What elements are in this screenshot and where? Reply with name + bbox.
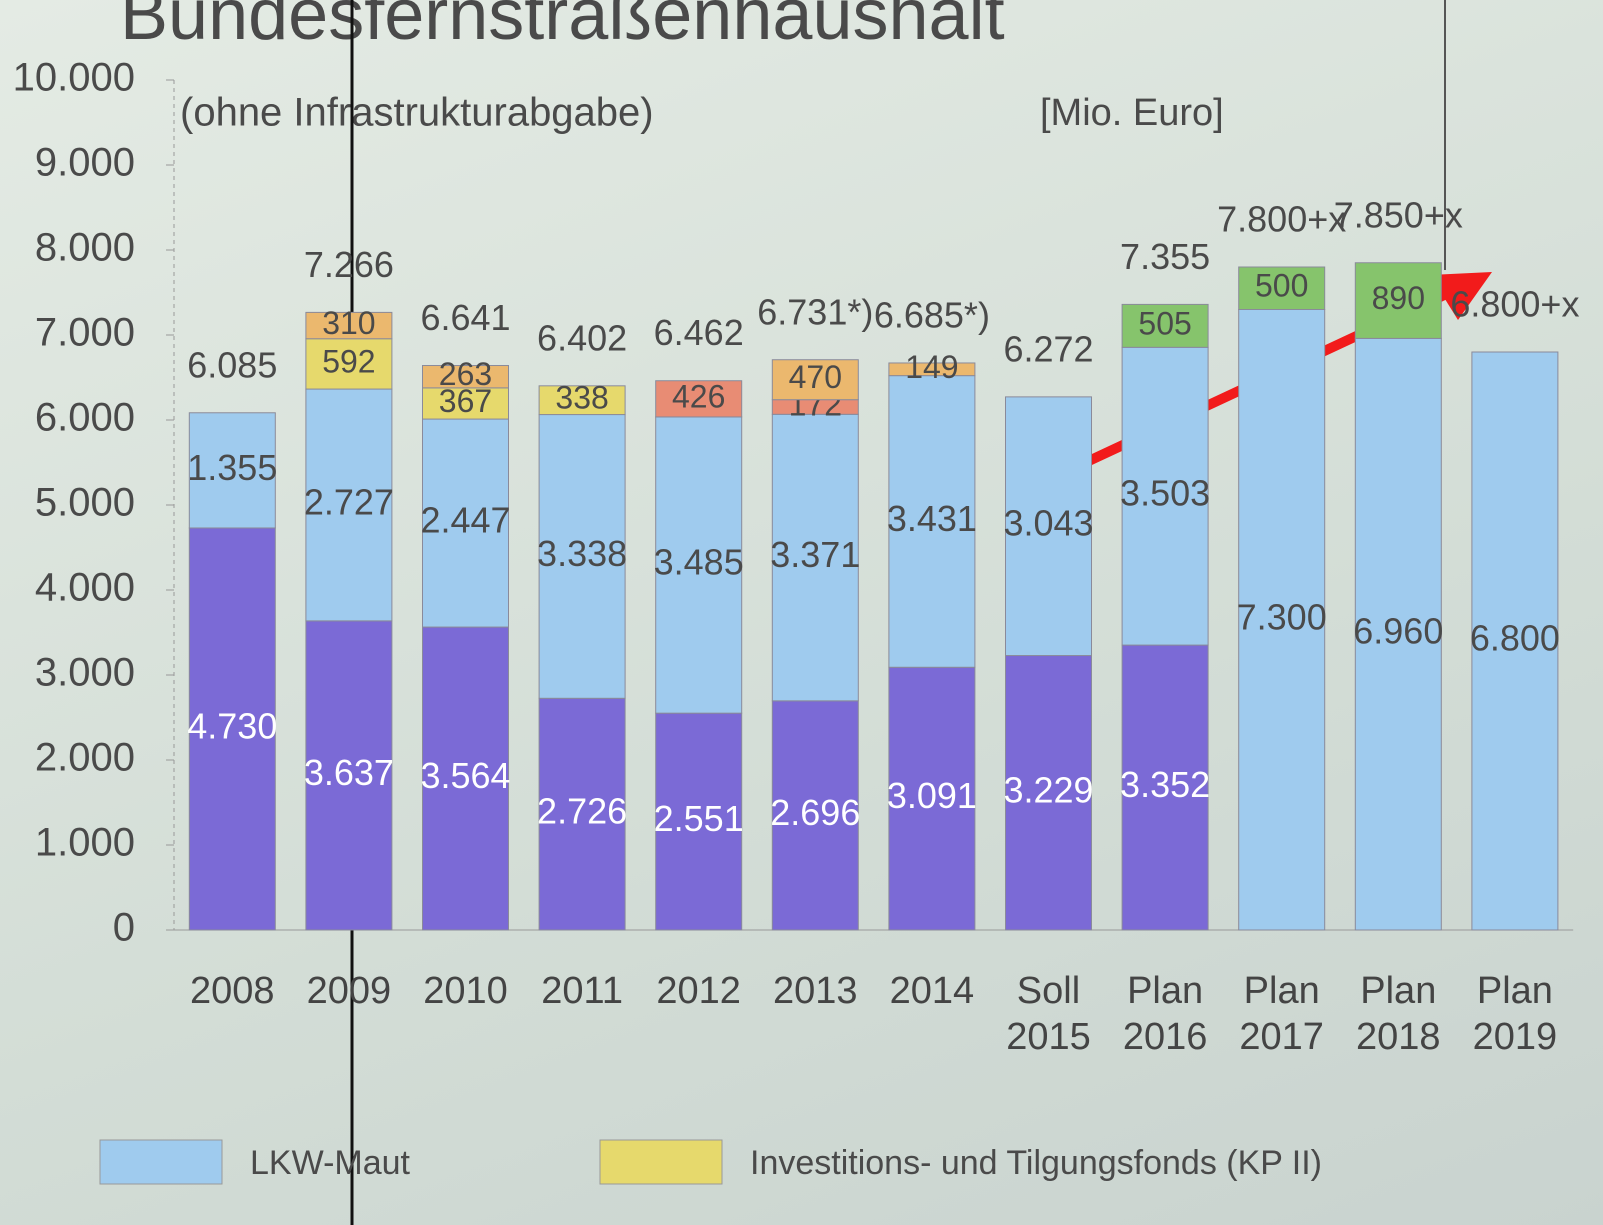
value-label: 3.352 bbox=[1120, 764, 1210, 805]
chart-subtitle: (ohne Infrastrukturabgabe) bbox=[180, 91, 654, 135]
value-label: 3.338 bbox=[537, 533, 627, 574]
x-tick-label: 2008 bbox=[174, 968, 291, 1014]
x-tick-label: 2009 bbox=[291, 968, 408, 1014]
total-label: 7.800+x bbox=[1217, 199, 1346, 240]
value-label: 338 bbox=[555, 380, 608, 416]
y-tick-label: 6.000 bbox=[35, 396, 135, 440]
value-label: 3.091 bbox=[887, 775, 977, 816]
total-label: 6.685*) bbox=[874, 294, 990, 335]
value-label: 2.696 bbox=[770, 792, 860, 833]
total-label: 6.085 bbox=[187, 344, 277, 385]
total-label: 7.850+x bbox=[1334, 194, 1463, 235]
value-label: 3.485 bbox=[654, 542, 744, 583]
y-tick-label: 1.000 bbox=[35, 821, 135, 865]
value-label: 149 bbox=[905, 349, 958, 385]
legend-swatch bbox=[600, 1140, 722, 1184]
y-tick-label: 8.000 bbox=[35, 226, 135, 270]
legend-label: Investitions- und Tilgungsfonds (KP II) bbox=[750, 1144, 1322, 1182]
total-label: 6.402 bbox=[537, 317, 627, 358]
value-label: 4.730 bbox=[187, 705, 277, 746]
total-label: 6.462 bbox=[654, 312, 744, 353]
value-label: 2.447 bbox=[420, 500, 510, 541]
chart-title: Bundesfernstraßenhaushalt bbox=[120, 0, 1005, 55]
value-label: 3.229 bbox=[1003, 769, 1093, 810]
x-tick-label: Plan 2018 bbox=[1340, 968, 1457, 1060]
y-tick-label: 0 bbox=[113, 906, 135, 950]
total-label: 7.266 bbox=[304, 244, 394, 285]
total-label: 6.641 bbox=[420, 297, 510, 338]
value-label: 426 bbox=[672, 378, 725, 414]
value-label: 3.371 bbox=[770, 534, 860, 575]
y-tick-label: 9.000 bbox=[35, 141, 135, 185]
value-label: 263 bbox=[439, 356, 492, 392]
y-tick-label: 3.000 bbox=[35, 651, 135, 695]
x-tick-label: 2014 bbox=[874, 968, 991, 1014]
chart: Bundesfernstraßenhaushalt (ohne Infrastr… bbox=[0, 0, 1603, 1225]
unit-label: [Mio. Euro] bbox=[1040, 92, 1224, 134]
legend-label: LKW-Maut bbox=[250, 1144, 411, 1182]
x-tick-label: 2010 bbox=[407, 968, 524, 1014]
value-label: 3.043 bbox=[1003, 503, 1093, 544]
value-label: 3.503 bbox=[1120, 473, 1210, 514]
value-label: 2.726 bbox=[537, 791, 627, 832]
value-label: 3.431 bbox=[887, 498, 977, 539]
value-label: 6.960 bbox=[1353, 611, 1443, 652]
total-label: 6.272 bbox=[1003, 328, 1093, 369]
value-label: 592 bbox=[322, 343, 375, 379]
value-label: 7.300 bbox=[1237, 596, 1327, 637]
value-label: 2.551 bbox=[654, 798, 744, 839]
x-tick-label: Plan 2017 bbox=[1223, 968, 1340, 1060]
x-tick-label: Soll 2015 bbox=[990, 968, 1107, 1060]
total-label: 7.355 bbox=[1120, 236, 1210, 277]
value-label: 500 bbox=[1255, 268, 1308, 304]
y-tick-label: 5.000 bbox=[35, 481, 135, 525]
x-tick-label: Plan 2016 bbox=[1107, 968, 1224, 1060]
total-label: 6.800+x bbox=[1450, 284, 1579, 325]
y-tick-label: 10.000 bbox=[13, 56, 135, 100]
y-tick-label: 2.000 bbox=[35, 736, 135, 780]
value-label: 890 bbox=[1372, 280, 1425, 316]
value-label: 3.564 bbox=[420, 755, 510, 796]
value-label: 2.727 bbox=[304, 481, 394, 522]
legend-swatch bbox=[100, 1140, 222, 1184]
x-tick-label: 2012 bbox=[640, 968, 757, 1014]
value-label: 310 bbox=[322, 305, 375, 341]
y-tick-label: 4.000 bbox=[35, 566, 135, 610]
y-tick-label: 7.000 bbox=[35, 311, 135, 355]
value-label: 6.800 bbox=[1470, 618, 1560, 659]
x-tick-label: 2013 bbox=[757, 968, 874, 1014]
x-tick-label: 2011 bbox=[524, 968, 641, 1014]
total-label: 6.731*) bbox=[757, 291, 873, 332]
value-label: 3.637 bbox=[304, 752, 394, 793]
value-label: 470 bbox=[789, 359, 842, 395]
x-tick-label: Plan 2019 bbox=[1457, 968, 1574, 1060]
value-label: 1.355 bbox=[187, 447, 277, 488]
value-label: 505 bbox=[1138, 305, 1191, 341]
